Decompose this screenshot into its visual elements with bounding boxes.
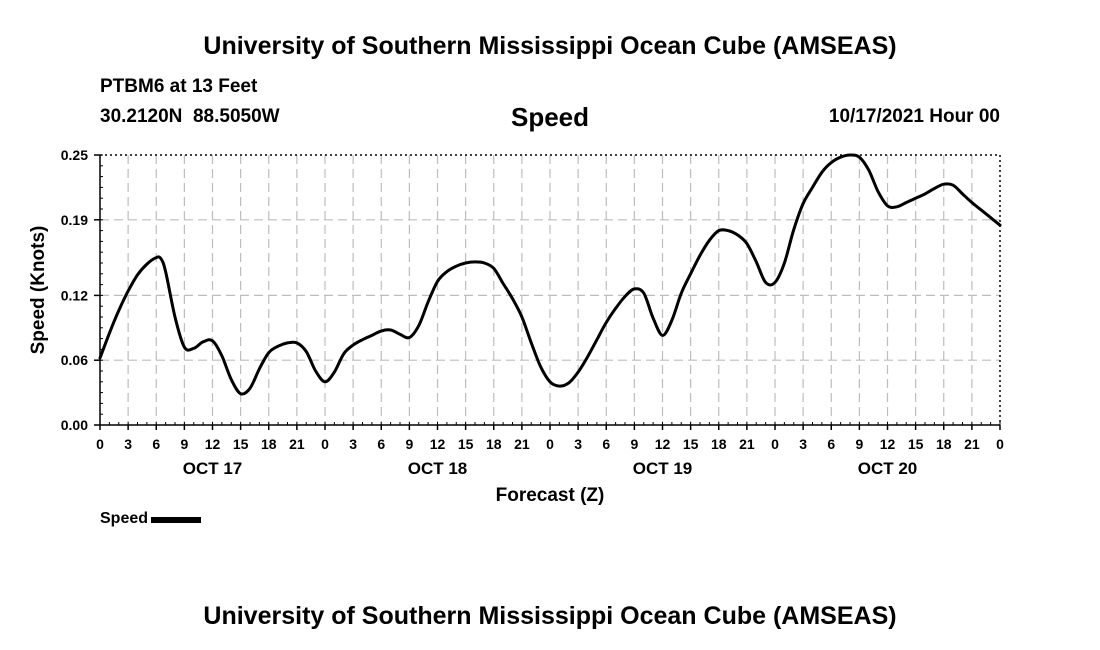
x-tick-label: 15 <box>458 436 474 452</box>
x-tick-label: 21 <box>964 436 980 452</box>
x-tick-label: 21 <box>739 436 755 452</box>
y-tick-label: 0.25 <box>61 147 88 163</box>
day-label: OCT 20 <box>858 459 918 478</box>
x-tick-label: 0 <box>96 436 104 452</box>
x-tick-label: 0 <box>321 436 329 452</box>
x-tick-label: 18 <box>261 436 277 452</box>
x-tick-label: 9 <box>630 436 638 452</box>
x-tick-label: 6 <box>152 436 160 452</box>
x-tick-label: 0 <box>546 436 554 452</box>
legend: Speed <box>100 509 202 529</box>
x-tick-label: 0 <box>996 436 1004 452</box>
day-label: OCT 17 <box>183 459 243 478</box>
chart-title: Speed <box>510 102 590 132</box>
y-tick-label: 0.19 <box>61 212 88 228</box>
x-tick-label: 3 <box>799 436 807 452</box>
y-tick-label: 0.12 <box>61 287 88 303</box>
x-tick-label: 9 <box>180 436 188 452</box>
station-label: PTBM6 at 13 Feet <box>100 76 258 97</box>
series-line-speed <box>98 153 1002 396</box>
x-tick-label: 18 <box>486 436 502 452</box>
x-tick-label: 15 <box>908 436 924 452</box>
x-tick-label: 6 <box>377 436 385 452</box>
x-tick-label: 9 <box>855 436 863 452</box>
x-tick-label: 18 <box>936 436 952 452</box>
x-tick-label: 21 <box>289 436 305 452</box>
legend-swatch <box>151 517 202 523</box>
day-label: OCT 19 <box>633 459 693 478</box>
legend-label: Speed <box>100 510 149 527</box>
x-tick-label: 15 <box>233 436 249 452</box>
y-axis-title: Speed (Knots) <box>28 226 49 355</box>
x-tick-label: 12 <box>880 436 896 452</box>
x-tick-label: 3 <box>124 436 132 452</box>
day-label: OCT 18 <box>408 459 468 478</box>
x-tick-label: 21 <box>514 436 530 452</box>
x-tick-label: 3 <box>349 436 357 452</box>
x-tick-label: 9 <box>405 436 413 452</box>
x-tick-label: 15 <box>683 436 699 452</box>
x-tick-label: 0 <box>771 436 779 452</box>
minor-ticks <box>99 154 1001 426</box>
y-tick-label: 0.06 <box>61 352 88 368</box>
x-tick-label: 12 <box>655 436 671 452</box>
x-tick-label: 12 <box>205 436 221 452</box>
grid-lines <box>100 155 1000 425</box>
x-tick-label: 18 <box>711 436 727 452</box>
y-tick-label: 0.00 <box>61 417 88 433</box>
forecast-datetime: 10/17/2021 Hour 00 <box>828 106 1000 127</box>
x-axis-title: Forecast (Z) <box>496 485 605 506</box>
x-tick-label: 6 <box>602 436 610 452</box>
footer-title: University of Southern Mississippi Ocean… <box>203 602 897 630</box>
x-tick-label: 6 <box>827 436 835 452</box>
chart-main-title: University of Southern Mississippi Ocean… <box>203 32 897 60</box>
x-tick-label: 12 <box>430 436 446 452</box>
x-tick-label: 3 <box>574 436 582 452</box>
coordinates-label: 30.2120N 88.5050W <box>100 106 280 127</box>
